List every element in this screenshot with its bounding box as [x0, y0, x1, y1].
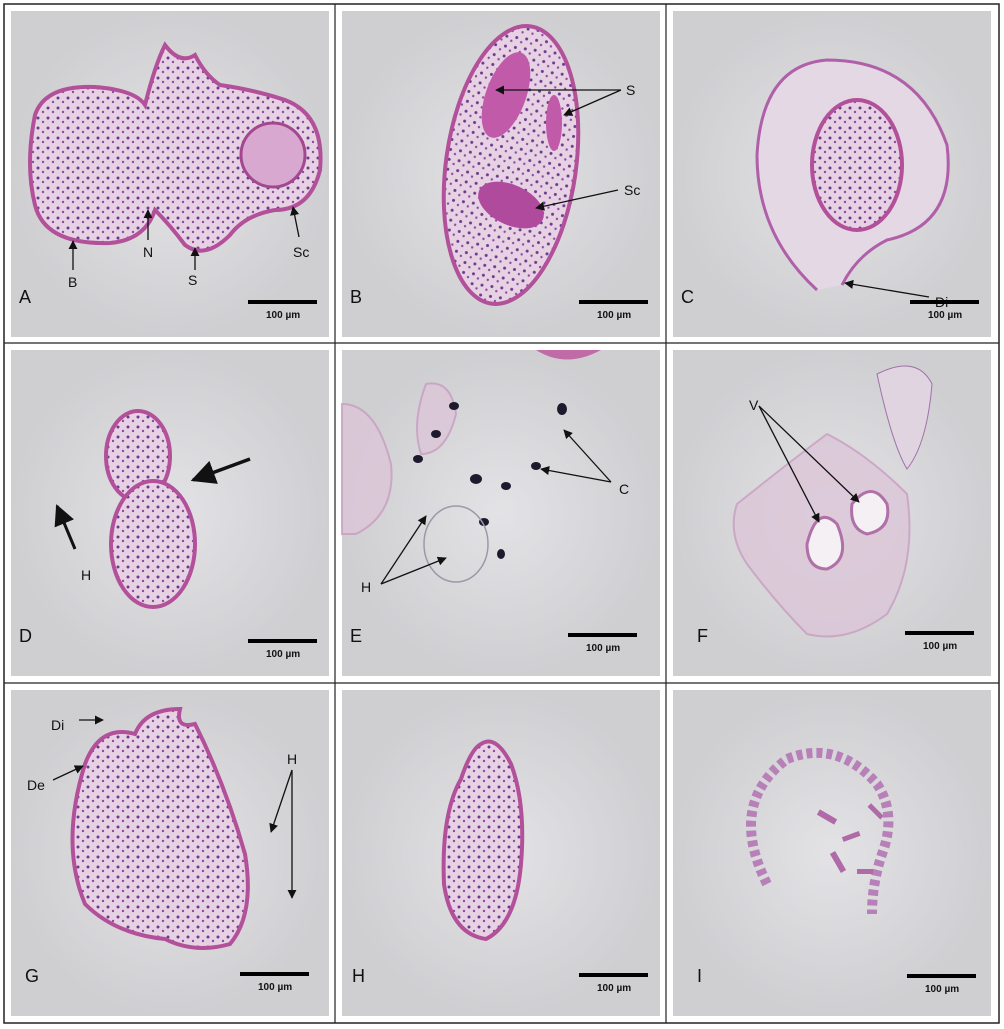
annotation: S [626, 82, 635, 98]
sucker [478, 181, 544, 229]
arrow [54, 504, 77, 550]
annotation: N [143, 244, 153, 260]
tissue [746, 747, 894, 915]
scale-label: 100 µm [586, 643, 620, 654]
scale-label: 100 µm [266, 310, 300, 321]
arrow [190, 457, 251, 484]
panel-e: E C H 100 µm [341, 350, 660, 676]
panel-letter: D [19, 626, 32, 646]
annotation: H [361, 579, 371, 595]
calcareous-bodies [413, 402, 567, 559]
scale-label: 100 µm [923, 641, 957, 652]
annotation: Sc [293, 244, 309, 260]
panel-letter: H [352, 966, 365, 986]
specimen [441, 24, 581, 306]
specimen [441, 739, 525, 942]
scale-label: 100 µm [266, 649, 300, 660]
panel-h: H 100 µm [342, 690, 660, 1016]
arrow [52, 765, 84, 781]
arrow [563, 89, 622, 116]
scale-label: 100 µm [597, 310, 631, 321]
panel-b: B S Sc 100 µm [342, 11, 660, 337]
panel-g: G Di De H 100 µm [11, 690, 329, 1016]
tissue [416, 382, 458, 456]
specimen [70, 706, 250, 950]
fragments [816, 803, 884, 874]
panel-c: C Di 100 µm [673, 11, 991, 337]
arrow [758, 405, 860, 503]
scale-label: 100 µm [928, 310, 962, 321]
panel-letter: E [350, 626, 362, 646]
annotation: C [619, 481, 629, 497]
annotation: Sc [624, 182, 640, 198]
scolex [810, 98, 904, 232]
arrow [290, 206, 300, 238]
annotation: H [287, 751, 297, 767]
arrow [844, 279, 930, 298]
vacuole [805, 515, 845, 571]
tissue [341, 402, 393, 535]
panel-letter: G [25, 966, 39, 986]
grid-lines [4, 4, 999, 1023]
annotation: B [68, 274, 77, 290]
panel-f: F V 100 µm [673, 350, 991, 676]
annotation: H [81, 567, 91, 583]
arrow [269, 769, 293, 833]
annotation: S [188, 272, 197, 288]
annotation: De [27, 777, 45, 793]
panel-a: A B N S Sc 100 µm [11, 11, 329, 337]
arrow [540, 466, 612, 483]
panel-letter: B [350, 287, 362, 307]
annotation: V [749, 397, 759, 413]
tissue [876, 365, 933, 470]
panel-letter: I [697, 966, 702, 986]
tissue [536, 350, 601, 360]
panel-letter: F [697, 626, 708, 646]
panel-d: D H 100 µm [11, 350, 329, 676]
specimen [109, 479, 197, 609]
arrow [380, 515, 427, 585]
arrow [535, 189, 619, 211]
specimen [28, 41, 323, 253]
scale-label: 100 µm [597, 983, 631, 994]
scale-label: 100 µm [925, 984, 959, 995]
sucker [546, 95, 562, 151]
sucker [239, 121, 307, 189]
scale-label: 100 µm [258, 982, 292, 993]
annotation: Di [51, 717, 64, 733]
vacuole [850, 490, 890, 536]
panel-i: I 100 µm [673, 690, 991, 1016]
panel-letter: A [19, 287, 31, 307]
arrow [380, 556, 447, 585]
arrow [563, 429, 612, 483]
sucker [481, 52, 531, 138]
arrow [758, 405, 820, 523]
hooks [423, 505, 489, 583]
micrograph [342, 350, 660, 676]
panel-letter: C [681, 287, 694, 307]
